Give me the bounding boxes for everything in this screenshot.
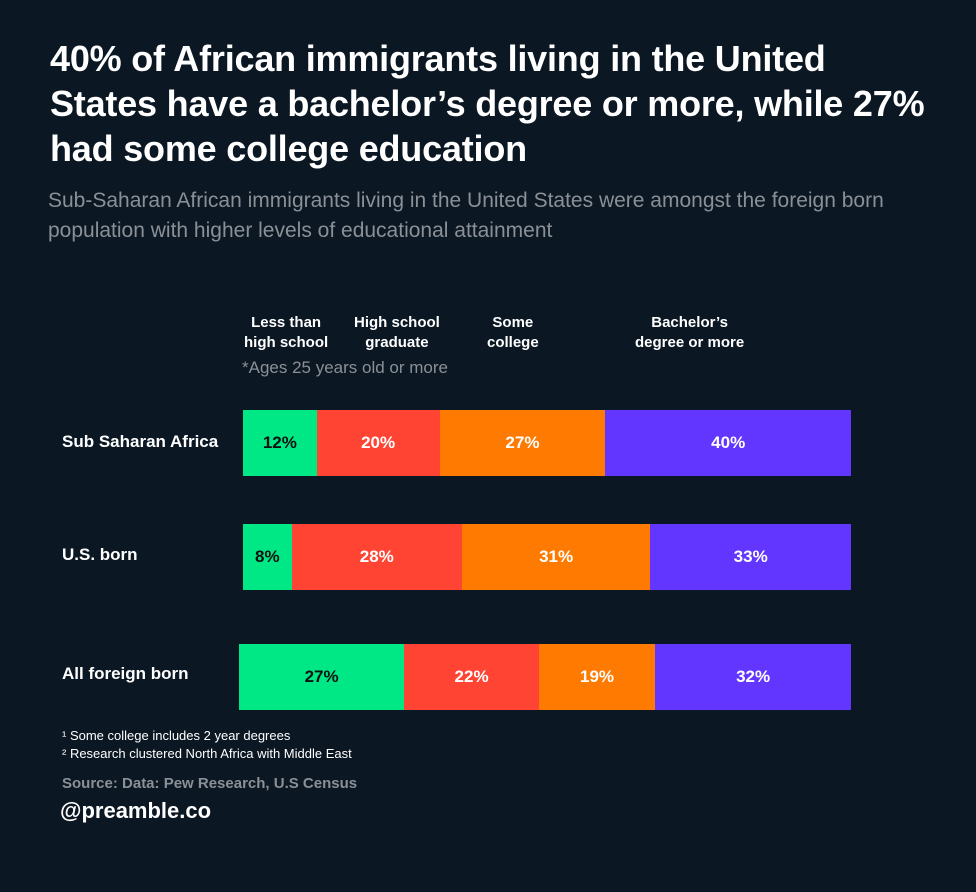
age-note: *Ages 25 years old or more bbox=[242, 358, 448, 377]
chart-title: 40% of African immigrants living in the … bbox=[50, 38, 925, 169]
data-label: 33% bbox=[733, 547, 768, 566]
bar-segment-bachelors-or-more: 40% bbox=[605, 410, 851, 476]
legend-some-college: Some college bbox=[487, 313, 539, 353]
bar-segment-high-school-graduate: 22% bbox=[404, 644, 539, 710]
legend-line: high school bbox=[244, 334, 329, 351]
legend-line: Bachelor’s bbox=[651, 314, 728, 331]
bar-segment-some-college: 19% bbox=[538, 644, 656, 710]
legend-line: Less than bbox=[251, 314, 322, 331]
data-label: 22% bbox=[454, 667, 489, 686]
legend-bachelors-or-more: Bachelor’s degree or more bbox=[635, 313, 744, 353]
footnote-2: ² Research clustered North Africa with M… bbox=[62, 746, 352, 761]
legend-line: High school bbox=[354, 314, 440, 331]
footnote-1: ¹ Some college includes 2 year degrees bbox=[62, 728, 291, 743]
bar-segment-less-than-high-school: 8% bbox=[243, 524, 292, 590]
brand-handle: @preamble.co bbox=[60, 798, 212, 823]
bar-row-us-born: 8% 28% 31% 33% bbox=[243, 524, 851, 590]
legend-high-school-graduate: High school graduate bbox=[354, 313, 440, 353]
bar-segment-some-college: 27% bbox=[439, 410, 606, 476]
legend-line: degree or more bbox=[635, 334, 745, 351]
row-label-all-foreign-born: All foreign born bbox=[62, 664, 189, 683]
data-label: 19% bbox=[580, 667, 615, 686]
data-label: 32% bbox=[736, 667, 771, 686]
bar-segment-bachelors-or-more: 33% bbox=[650, 524, 851, 590]
data-label: 8% bbox=[255, 547, 280, 566]
data-label: 27% bbox=[505, 433, 540, 452]
data-label: 40% bbox=[711, 433, 746, 452]
data-label: 27% bbox=[304, 667, 339, 686]
footnotes: ¹ Some college includes 2 year degrees ²… bbox=[62, 727, 352, 763]
legend-less-than-high-school: Less than high school bbox=[244, 313, 328, 353]
legend-line: graduate bbox=[365, 334, 429, 351]
bar-row-all-foreign-born: 27% 22% 19% 32% bbox=[239, 644, 851, 710]
bar-segment-bachelors-or-more: 32% bbox=[655, 644, 851, 710]
data-label: 20% bbox=[361, 433, 396, 452]
data-label: 12% bbox=[262, 433, 297, 452]
legend-line: Some bbox=[492, 314, 534, 331]
chart-subtitle: Sub-Saharan African immigrants living in… bbox=[48, 189, 884, 242]
source-text: Source: Data: Pew Research, U.S Census bbox=[62, 775, 358, 792]
bar-segment-some-college: 31% bbox=[461, 524, 651, 590]
bar-segment-high-school-graduate: 28% bbox=[291, 524, 462, 590]
bar-row-sub-saharan-africa: 12% 20% 27% 40% bbox=[243, 410, 851, 476]
row-label-sub-saharan-africa: Sub Saharan Africa bbox=[62, 432, 219, 451]
row-label-us-born: U.S. born bbox=[62, 545, 138, 564]
bar-segment-less-than-high-school: 12% bbox=[243, 410, 317, 476]
bar-segment-high-school-graduate: 20% bbox=[316, 410, 440, 476]
data-label: 31% bbox=[539, 547, 574, 566]
data-label: 28% bbox=[359, 547, 394, 566]
legend-line: college bbox=[487, 334, 539, 351]
bar-segment-less-than-high-school: 27% bbox=[239, 644, 405, 710]
